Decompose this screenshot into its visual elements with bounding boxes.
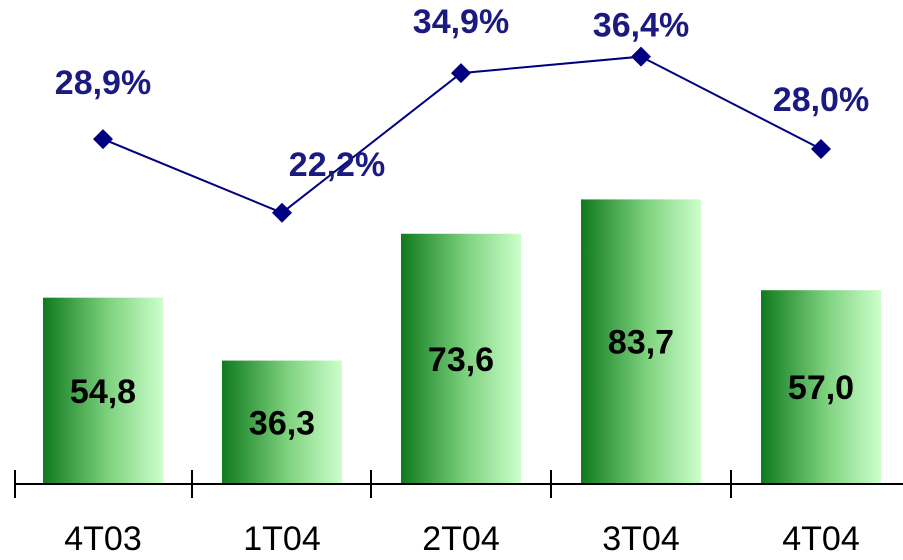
line-value-label: 22,2%: [289, 146, 385, 184]
line-value-label: 36,4%: [593, 7, 689, 45]
line-point: [811, 139, 831, 159]
line-value-label: 28,0%: [773, 81, 869, 119]
x-tick-label: 4T04: [782, 520, 860, 558]
bar-1T04: [222, 360, 342, 484]
x-tick-label: 4T03: [64, 520, 142, 558]
line-point: [272, 202, 292, 223]
line-point: [631, 46, 651, 67]
bar-value-label: 54,8: [70, 373, 136, 411]
line-point: [451, 63, 471, 84]
x-tick-label: 1T04: [243, 520, 321, 558]
line-layer: [93, 46, 831, 223]
bar-2T04: [401, 233, 521, 484]
bar-value-label: 36,3: [249, 404, 315, 442]
bar-value-label: 83,7: [608, 324, 674, 362]
line-point: [93, 129, 113, 150]
bars-layer: [43, 199, 881, 485]
x-tick-label: 3T04: [602, 520, 680, 558]
labels-layer: 54,8 36,3 73,6 83,7 57,0 28,9% 22,2% 34,9% 36,4%…: [55, 3, 869, 442]
bar-value-label: 57,0: [788, 369, 854, 407]
bar-4T03: [43, 297, 163, 484]
bar-value-label: 73,6: [428, 341, 494, 379]
bar-3T04: [581, 199, 701, 485]
line-value-label: 34,9%: [413, 3, 509, 41]
x-axis: 4T03 1T04 2T04 3T04 4T04: [14, 470, 903, 558]
x-tick-label: 2T04: [422, 520, 500, 558]
bar-4T04: [761, 290, 881, 484]
line-value-label: 28,9%: [55, 64, 151, 102]
